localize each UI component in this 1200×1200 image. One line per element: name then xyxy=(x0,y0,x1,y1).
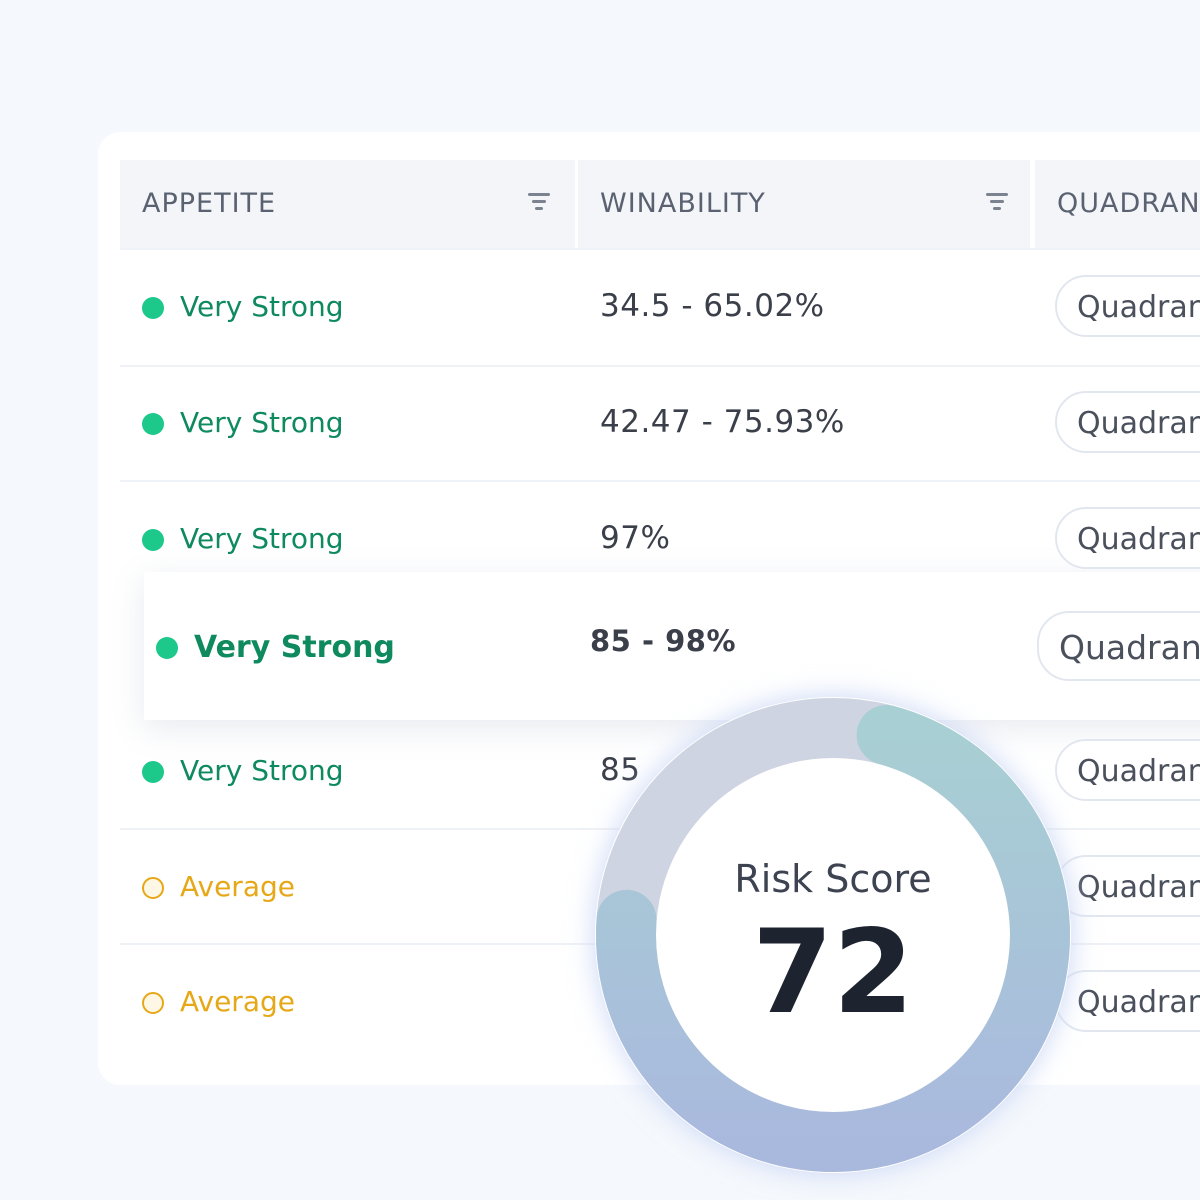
appetite-label: Very Strong xyxy=(180,406,344,439)
winability-value: 42.47 - 75.93% xyxy=(600,404,845,440)
filter-icon[interactable] xyxy=(986,193,1008,213)
status-dot xyxy=(142,297,164,319)
quadrant-pill[interactable]: Quadrant xyxy=(1055,391,1200,453)
quadrant-pill[interactable]: Quadrant xyxy=(1055,507,1200,569)
header-cell xyxy=(1035,160,1200,248)
column-header: WINABILITY xyxy=(600,188,766,219)
winability-value: 34.5 - 65.02% xyxy=(600,288,825,324)
filter-bar xyxy=(993,207,1001,210)
status-dot xyxy=(142,877,164,899)
gauge-inner xyxy=(657,759,1009,1111)
appetite-label: Very Strong xyxy=(180,754,344,787)
status-dot xyxy=(142,529,164,551)
column-header: QUADRANT xyxy=(1057,188,1200,219)
quadrant-pill[interactable]: Quadrant xyxy=(1055,275,1200,337)
header-cell xyxy=(120,160,575,248)
gauge-label: Risk Score xyxy=(734,857,931,901)
row-divider xyxy=(120,480,1200,482)
filter-icon[interactable] xyxy=(528,193,550,213)
gauge-arc xyxy=(596,705,1070,1172)
quadrant-pill[interactable]: Quadrant xyxy=(1037,611,1200,681)
quadrant-pill[interactable]: Quadrant xyxy=(1055,739,1200,801)
filter-bar xyxy=(990,200,1004,203)
status-dot xyxy=(142,992,164,1014)
status-dot xyxy=(142,761,164,783)
quadrant-pill[interactable]: Quadrant xyxy=(1055,855,1200,917)
status-dot xyxy=(156,637,178,659)
filter-bar xyxy=(535,207,543,210)
column-header: APPETITE xyxy=(142,188,277,219)
row-divider xyxy=(120,365,1200,367)
filter-bar xyxy=(532,200,546,203)
appetite-label: Average xyxy=(180,870,295,903)
filter-bar xyxy=(986,193,1008,196)
quadrant-pill[interactable]: Quadrant xyxy=(1055,970,1200,1032)
appetite-label: Very Strong xyxy=(180,522,344,555)
highlight-row xyxy=(144,572,1200,720)
appetite-label: Very Strong xyxy=(194,630,395,665)
gauge-value: 72 xyxy=(752,905,913,1040)
header-cell xyxy=(578,160,1030,248)
winability-value: 85 - 98% xyxy=(590,624,736,658)
appetite-label: Very Strong xyxy=(180,290,344,323)
filter-bar xyxy=(528,193,550,196)
row-divider xyxy=(120,248,1200,250)
winability-value: 97% xyxy=(600,520,671,556)
winability-value: 85 xyxy=(600,752,641,788)
appetite-label: Average xyxy=(180,985,295,1018)
status-dot xyxy=(142,413,164,435)
